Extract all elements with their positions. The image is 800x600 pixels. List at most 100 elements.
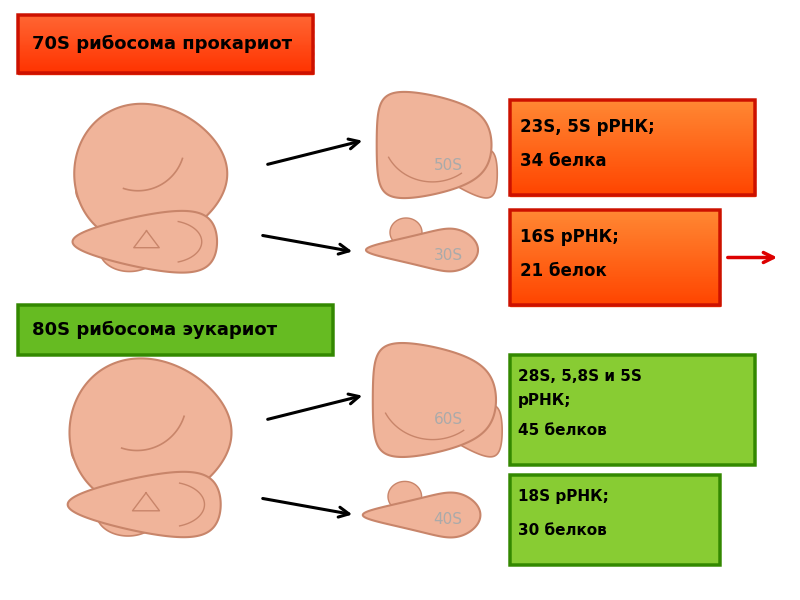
Bar bbox=[510, 235, 720, 237]
Text: 16S рРНК;: 16S рРНК; bbox=[520, 228, 619, 246]
Bar bbox=[18, 65, 313, 67]
Bar bbox=[18, 46, 313, 48]
Polygon shape bbox=[363, 493, 480, 538]
Bar bbox=[510, 161, 755, 163]
Polygon shape bbox=[73, 211, 217, 272]
Bar bbox=[18, 62, 313, 64]
Bar bbox=[510, 303, 720, 305]
Bar bbox=[510, 238, 720, 241]
Bar bbox=[18, 19, 313, 20]
Bar bbox=[510, 267, 720, 269]
Bar bbox=[18, 64, 313, 65]
Bar bbox=[18, 70, 313, 71]
Bar bbox=[18, 15, 313, 17]
Bar bbox=[510, 164, 755, 167]
Bar bbox=[18, 45, 313, 47]
Bar bbox=[510, 102, 755, 104]
Bar bbox=[510, 153, 755, 155]
Bar bbox=[18, 57, 313, 58]
Bar bbox=[510, 250, 720, 252]
Bar bbox=[510, 231, 720, 233]
Polygon shape bbox=[373, 343, 496, 457]
Bar bbox=[510, 265, 720, 268]
Bar bbox=[18, 49, 313, 50]
Bar bbox=[510, 233, 720, 235]
Bar bbox=[510, 117, 755, 119]
Text: 45 белков: 45 белков bbox=[518, 423, 606, 438]
Bar bbox=[18, 50, 313, 52]
Bar bbox=[18, 20, 313, 21]
Bar bbox=[18, 67, 313, 69]
Bar bbox=[510, 242, 720, 245]
Bar bbox=[18, 23, 313, 25]
Bar bbox=[510, 193, 755, 196]
Bar bbox=[18, 52, 313, 54]
Bar bbox=[18, 31, 313, 33]
Bar bbox=[510, 299, 720, 302]
Bar bbox=[510, 223, 720, 226]
Bar bbox=[18, 35, 313, 37]
Bar bbox=[510, 269, 720, 271]
Bar bbox=[510, 254, 720, 256]
Text: 30S: 30S bbox=[434, 247, 462, 263]
Bar bbox=[18, 51, 313, 53]
Bar bbox=[510, 282, 720, 284]
Bar bbox=[510, 225, 720, 227]
Text: 23S, 5S рРНК;: 23S, 5S рРНК; bbox=[520, 118, 654, 136]
Bar bbox=[510, 134, 755, 137]
Bar bbox=[510, 286, 720, 289]
Text: 60S: 60S bbox=[434, 413, 462, 427]
Bar bbox=[18, 21, 313, 22]
Text: 28S, 5,8S и 5S: 28S, 5,8S и 5S bbox=[518, 369, 642, 384]
Bar bbox=[510, 215, 720, 218]
Bar bbox=[510, 262, 720, 263]
Bar bbox=[18, 60, 313, 62]
Polygon shape bbox=[97, 491, 159, 536]
Bar bbox=[510, 130, 755, 133]
Bar bbox=[18, 36, 313, 38]
Bar bbox=[18, 71, 313, 73]
Bar bbox=[510, 212, 720, 214]
Text: 30 белков: 30 белков bbox=[518, 523, 606, 538]
Bar bbox=[18, 66, 313, 68]
Bar bbox=[510, 107, 755, 110]
Bar bbox=[510, 151, 755, 154]
Bar bbox=[18, 30, 313, 32]
Text: 18S рРНК;: 18S рРНК; bbox=[518, 489, 609, 504]
Bar bbox=[18, 40, 313, 41]
Polygon shape bbox=[70, 358, 231, 506]
Bar bbox=[510, 298, 720, 300]
Bar bbox=[510, 210, 720, 212]
Bar bbox=[510, 119, 755, 121]
FancyBboxPatch shape bbox=[18, 305, 333, 355]
Bar bbox=[510, 166, 755, 169]
Polygon shape bbox=[445, 149, 498, 198]
Bar bbox=[510, 157, 755, 160]
Bar bbox=[18, 38, 313, 40]
Bar bbox=[510, 170, 755, 173]
Bar bbox=[510, 280, 720, 283]
Polygon shape bbox=[388, 481, 422, 512]
Bar bbox=[510, 218, 720, 220]
Bar bbox=[510, 246, 720, 248]
Bar bbox=[510, 106, 755, 108]
Bar bbox=[510, 271, 720, 273]
Bar bbox=[510, 244, 720, 247]
Bar bbox=[510, 148, 755, 150]
Bar bbox=[510, 257, 720, 260]
Bar bbox=[510, 236, 720, 239]
Bar bbox=[18, 47, 313, 49]
Bar bbox=[510, 220, 720, 222]
Bar bbox=[18, 61, 313, 63]
Bar bbox=[510, 159, 755, 161]
Bar bbox=[18, 24, 313, 26]
Bar bbox=[510, 290, 720, 292]
Bar bbox=[510, 227, 720, 229]
Bar bbox=[18, 26, 313, 28]
Bar bbox=[510, 182, 755, 184]
Bar bbox=[510, 275, 720, 277]
Bar bbox=[510, 301, 720, 304]
Polygon shape bbox=[68, 472, 221, 537]
Bar bbox=[510, 142, 755, 144]
Bar bbox=[18, 58, 313, 59]
